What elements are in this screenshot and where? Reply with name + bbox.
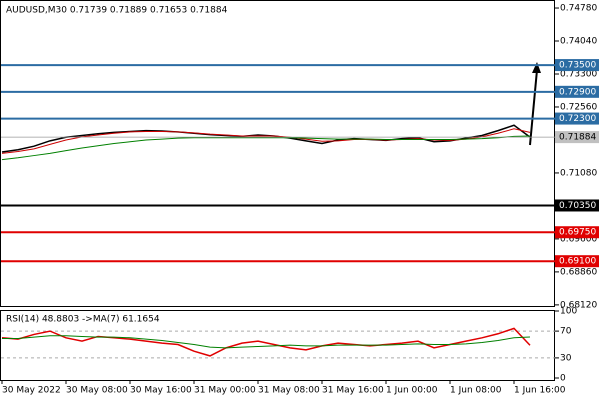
- chart-title: AUDUSD,M30 0.71739 0.71889 0.71653 0.718…: [6, 6, 228, 16]
- y-tick-label: 0.68120: [560, 300, 597, 310]
- level-label: 0.69100: [559, 257, 596, 267]
- series-line: [1, 327, 531, 357]
- y-tick-label: 0.74040: [560, 37, 597, 47]
- x-tick-label: 30 May 2022: [2, 386, 61, 396]
- x-tick-label: 1 Jun 00:00: [386, 386, 438, 396]
- level-label: 0.72900: [559, 87, 596, 97]
- arrow-head: [532, 62, 541, 73]
- level-tag: [555, 85, 599, 98]
- y-tick-label: 0: [560, 374, 566, 384]
- series-line: [1, 135, 531, 161]
- rsi-title: RSI(14) 48.8803 ->MA(7) 61.1654: [6, 315, 160, 325]
- level-tag: [555, 255, 599, 268]
- x-tick-label: 30 May 08:00: [66, 386, 128, 396]
- level-label: 0.70350: [559, 201, 596, 211]
- current-price-tag: [555, 131, 599, 144]
- x-tick-label: 1 Jun 16:00: [514, 386, 566, 396]
- series-line: [2, 335, 531, 349]
- level-label: 0.73500: [559, 61, 596, 71]
- x-tick-label: 31 May 08:00: [258, 386, 320, 396]
- y-tick-label: 0.68860: [560, 267, 597, 277]
- level-label: 0.72300: [559, 114, 596, 124]
- y-tick-label: 0.72560: [560, 102, 597, 112]
- arrow: [529, 69, 538, 146]
- price-panel: [0, 0, 555, 307]
- y-tick-label: 0.73300: [560, 69, 597, 79]
- y-tick-label: 0.69600: [560, 234, 597, 244]
- x-tick-label: 31 May 16:00: [322, 386, 384, 396]
- x-tick-label: 30 May 16:00: [130, 386, 192, 396]
- y-tick-label: 0.71080: [560, 168, 597, 178]
- x-tick-label: 31 May 00:00: [194, 386, 256, 396]
- current-price-label: 0.71884: [559, 133, 596, 143]
- level-tag: [555, 59, 599, 72]
- y-tick-label: 30: [560, 353, 572, 363]
- y-tick-label: 0.74780: [560, 4, 597, 14]
- level-tag: [555, 226, 599, 239]
- x-tick-label: 1 Jun 08:00: [450, 386, 502, 396]
- y-tick-label: 100: [560, 307, 577, 317]
- series-line: [1, 128, 531, 154]
- level-tag: [555, 199, 599, 212]
- y-tick-label: 70: [560, 327, 572, 337]
- level-label: 0.69750: [559, 228, 596, 238]
- level-tag: [555, 112, 599, 125]
